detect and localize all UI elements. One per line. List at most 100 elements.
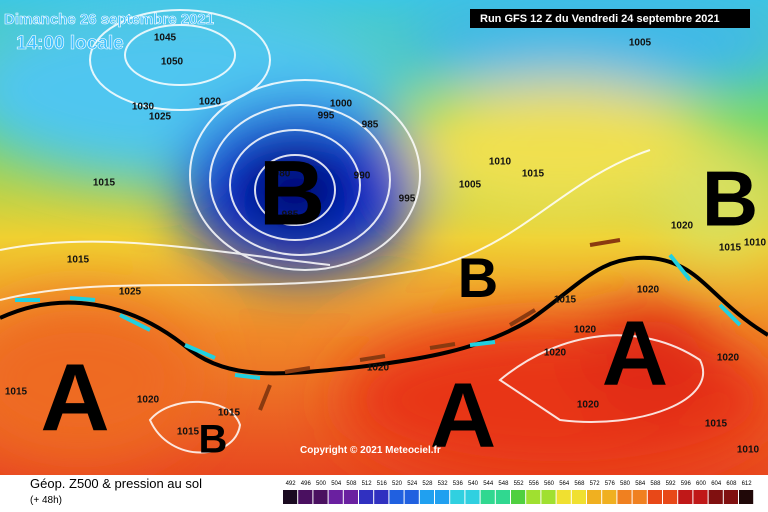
legend-swatch — [389, 490, 404, 504]
legend-swatch — [556, 490, 571, 504]
legend-swatch — [328, 490, 343, 504]
isobar-label: 1025 — [149, 112, 172, 123]
legend-swatch — [343, 490, 358, 504]
run-label: Run GFS 12 Z du Vendredi 24 septembre 20… — [480, 13, 720, 25]
legend-swatch — [739, 490, 754, 504]
isobar-label: 995 — [399, 194, 416, 205]
low-center: B — [458, 246, 498, 309]
legend-swatch — [480, 490, 495, 504]
legend-swatch — [435, 490, 450, 504]
legend-scale-label: 520 — [392, 481, 403, 487]
legend-swatch — [678, 490, 693, 504]
legend-scale-label: 600 — [696, 481, 707, 487]
isobar-label: 1015 — [5, 387, 28, 398]
isobar-labels: 1045 1050 1030 1025 1020 1000 995 985 99… — [5, 33, 767, 456]
legend-swatch — [313, 490, 328, 504]
isobar-label: 1020 — [671, 221, 694, 232]
isobar-label: 1015 — [554, 295, 577, 306]
legend-scale-label: 564 — [559, 481, 570, 487]
legend-swatch — [465, 490, 480, 504]
legend-scale-label: 576 — [605, 481, 616, 487]
legend-swatch — [663, 490, 678, 504]
legend-scale-label: 596 — [681, 481, 692, 487]
legend-scale-label: 508 — [346, 481, 357, 487]
legend-scale-label: 572 — [590, 481, 601, 487]
isobar-label: 1000 — [330, 99, 353, 110]
isobar-label: 1015 — [522, 169, 545, 180]
run-box — [470, 9, 750, 28]
legend-scale-label: 612 — [742, 481, 753, 487]
isobar-label: 1010 — [489, 157, 512, 168]
isobar-label: 1025 — [119, 287, 142, 298]
legend-swatch — [632, 490, 647, 504]
legend-swatch — [298, 490, 313, 504]
legend-scale-label: 512 — [362, 481, 373, 487]
legend-scale-label: 548 — [498, 481, 509, 487]
legend-swatch — [571, 490, 586, 504]
isobar-label: 1015 — [67, 255, 90, 266]
legend-scale-label: 532 — [438, 481, 449, 487]
legend-scale-label: 524 — [407, 481, 418, 487]
isobar-label: 985 — [362, 120, 379, 131]
header: Dimanche 26 septembre 2021 14:00 locale … — [4, 9, 750, 54]
legend-scale-label: 592 — [666, 481, 677, 487]
legend-swatch — [495, 490, 510, 504]
isobar-label: 1015 — [705, 419, 728, 430]
isobar-label: 1020 — [199, 97, 222, 108]
isobar-label: 1020 — [544, 348, 567, 359]
legend-scale-label: 536 — [453, 481, 464, 487]
legend-swatch — [647, 490, 662, 504]
legend-subtitle: (+ 48h) — [30, 495, 62, 506]
isobar-label: 990 — [354, 171, 371, 182]
isobar-label: 1020 — [367, 363, 390, 374]
date-label: Dimanche 26 septembre 2021 — [4, 11, 214, 28]
legend-swatch — [617, 490, 632, 504]
legend-swatch — [526, 490, 541, 504]
isobar-label: 1005 — [629, 38, 652, 49]
isobar-label: 1015 — [93, 178, 116, 189]
legend-scale-label: 492 — [286, 481, 297, 487]
legend-swatch — [708, 490, 723, 504]
legend-swatch — [374, 490, 389, 504]
legend-scale-label: 608 — [726, 481, 737, 487]
legend-swatch — [450, 490, 465, 504]
legend-swatch — [511, 490, 526, 504]
legend-scale-label: 516 — [377, 481, 388, 487]
time-label: 14:00 locale — [16, 33, 124, 54]
low-center: B — [199, 418, 228, 462]
isobar-label: 1050 — [161, 57, 184, 68]
copyright: Copyright © 2021 Meteociel.fr — [300, 445, 441, 456]
legend-scale-label: 568 — [574, 481, 585, 487]
legend: Géop. Z500 & pression au sol (+ 48h) 492… — [0, 475, 768, 512]
legend-scale-label: 504 — [331, 481, 342, 487]
isobar-label: 1020 — [637, 285, 660, 296]
isobar-label: 1020 — [577, 400, 600, 411]
geopotential-field — [0, 0, 768, 480]
legend-swatch — [283, 490, 298, 504]
front — [0, 238, 768, 411]
legend-swatch — [404, 490, 419, 504]
legend-scale-label: 552 — [514, 481, 525, 487]
legend-scale-label: 496 — [301, 481, 312, 487]
isobar-label: 1020 — [574, 325, 597, 336]
low-center: B — [702, 155, 758, 243]
isobar-label: 1030 — [132, 102, 155, 113]
legend-swatch — [419, 490, 434, 504]
low-center: B — [259, 142, 325, 244]
isobars — [0, 9, 704, 454]
isobar-label: 1020 — [717, 353, 740, 364]
isobar-label: 1015 — [719, 243, 742, 254]
isobar-label: 995 — [318, 111, 335, 122]
legend-swatch — [693, 490, 708, 504]
isobar-label: 1010 — [744, 238, 767, 249]
legend-title: Géop. Z500 & pression au sol — [30, 476, 202, 491]
isobar-label: 1005 — [459, 180, 482, 191]
pressure-centers: B B B B A A A — [40, 142, 758, 466]
legend-scale-label: 540 — [468, 481, 479, 487]
isobar-label: 1015 — [177, 427, 200, 438]
legend-scale-label: 528 — [422, 481, 433, 487]
legend-scale-label: 544 — [483, 481, 494, 487]
legend-scale-label: 584 — [635, 481, 646, 487]
